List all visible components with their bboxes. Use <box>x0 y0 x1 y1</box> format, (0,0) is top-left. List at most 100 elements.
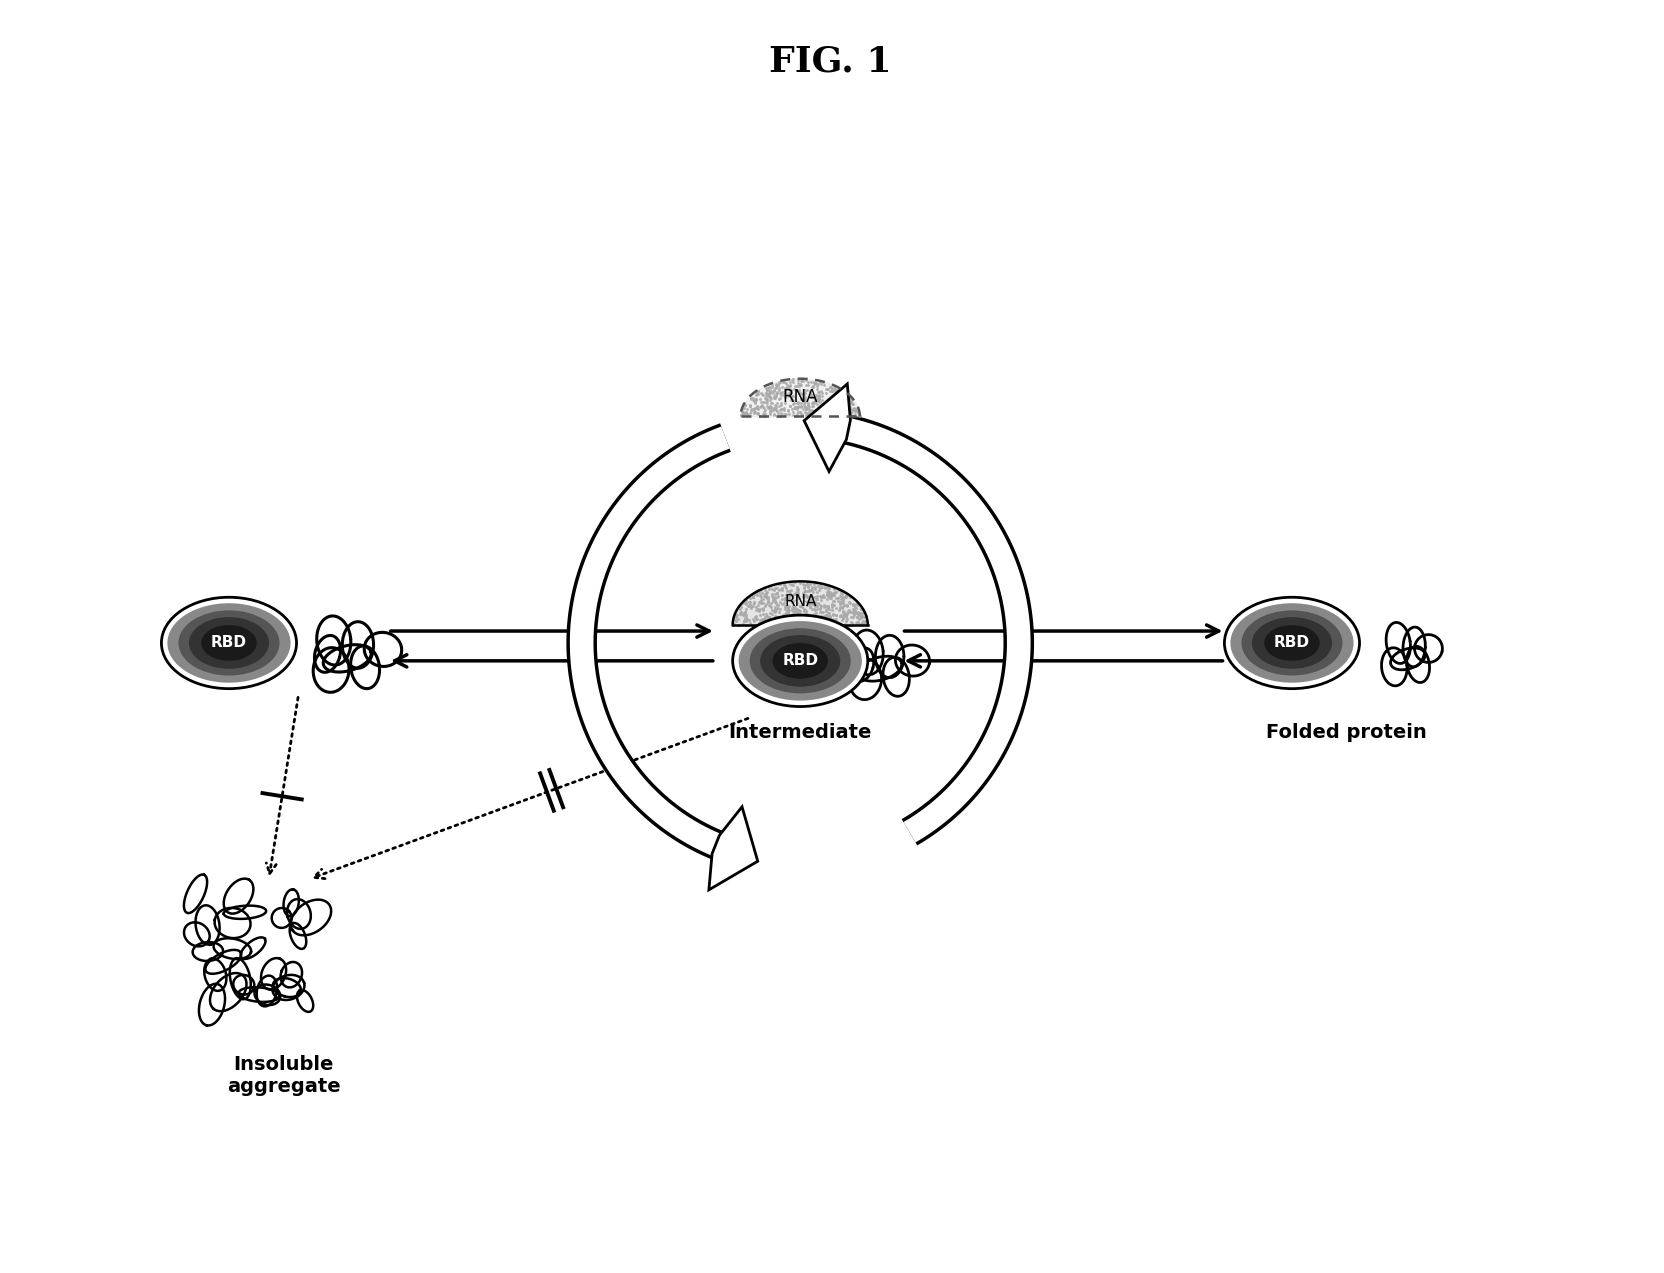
Point <box>769 580 795 601</box>
Point <box>799 591 825 611</box>
Point <box>825 592 852 612</box>
Point <box>800 603 827 624</box>
Point <box>824 384 850 405</box>
Point <box>754 591 780 611</box>
Point <box>782 397 809 418</box>
Point <box>765 404 792 424</box>
Point <box>827 397 854 418</box>
Point <box>785 603 812 624</box>
Point <box>737 400 764 420</box>
Point <box>829 393 855 414</box>
Point <box>802 594 829 615</box>
Point <box>824 396 850 416</box>
Point <box>770 383 797 404</box>
Point <box>792 369 819 390</box>
Point <box>842 593 869 614</box>
Point <box>850 612 877 633</box>
Point <box>749 600 775 620</box>
Point <box>790 390 817 410</box>
Point <box>752 387 779 407</box>
Point <box>764 401 790 421</box>
Point <box>812 586 839 606</box>
Point <box>774 377 800 397</box>
Point <box>732 602 759 622</box>
Point <box>767 405 794 425</box>
Point <box>750 579 777 600</box>
Point <box>765 611 792 631</box>
Point <box>839 388 865 409</box>
Point <box>802 603 829 624</box>
Point <box>839 602 865 622</box>
Point <box>794 586 820 606</box>
Point <box>792 376 819 396</box>
Point <box>742 393 769 414</box>
Point <box>732 611 759 631</box>
Point <box>802 614 829 634</box>
Point <box>722 607 749 628</box>
Point <box>755 607 782 628</box>
Point <box>829 596 855 616</box>
Point <box>772 603 799 624</box>
Point <box>737 401 764 421</box>
Point <box>814 584 840 605</box>
Point <box>774 580 800 601</box>
Point <box>804 391 830 411</box>
Point <box>752 386 779 406</box>
Point <box>792 397 819 418</box>
Point <box>819 605 845 625</box>
Point <box>812 600 839 620</box>
Point <box>815 583 842 603</box>
Point <box>735 395 762 415</box>
Point <box>780 393 807 414</box>
Point <box>794 591 820 611</box>
Point <box>790 388 817 409</box>
Point <box>727 594 754 615</box>
Point <box>802 615 829 635</box>
Point <box>790 382 817 402</box>
Point <box>840 400 867 420</box>
Point <box>749 384 775 405</box>
Point <box>824 392 850 412</box>
Point <box>795 404 822 424</box>
Point <box>797 384 824 405</box>
Point <box>750 404 777 424</box>
Point <box>762 600 789 620</box>
Point <box>749 395 775 415</box>
Point <box>739 596 765 616</box>
Point <box>840 601 867 621</box>
Text: RNA: RNA <box>782 388 817 406</box>
Point <box>814 404 840 424</box>
Point <box>782 582 809 602</box>
Point <box>762 592 789 612</box>
Point <box>747 390 774 410</box>
Point <box>844 594 870 615</box>
Point <box>772 584 799 605</box>
Point <box>765 390 792 410</box>
Point <box>769 578 795 598</box>
Point <box>837 404 864 424</box>
Point <box>804 596 830 616</box>
Point <box>765 612 792 633</box>
Point <box>734 398 760 419</box>
Point <box>794 592 820 612</box>
Point <box>845 614 872 634</box>
Point <box>739 587 765 607</box>
Point <box>809 610 835 630</box>
Point <box>809 401 835 421</box>
Point <box>840 603 867 624</box>
Point <box>815 611 842 631</box>
Point <box>810 587 837 607</box>
Point <box>817 586 844 606</box>
Point <box>775 602 802 622</box>
Point <box>790 577 817 597</box>
Point <box>757 398 784 419</box>
Point <box>810 610 837 630</box>
Point <box>779 611 805 631</box>
Point <box>777 574 804 594</box>
Point <box>752 593 779 614</box>
Point <box>820 381 847 401</box>
Point <box>835 592 862 612</box>
Point <box>754 388 780 409</box>
Point <box>750 611 777 631</box>
Point <box>754 592 780 612</box>
